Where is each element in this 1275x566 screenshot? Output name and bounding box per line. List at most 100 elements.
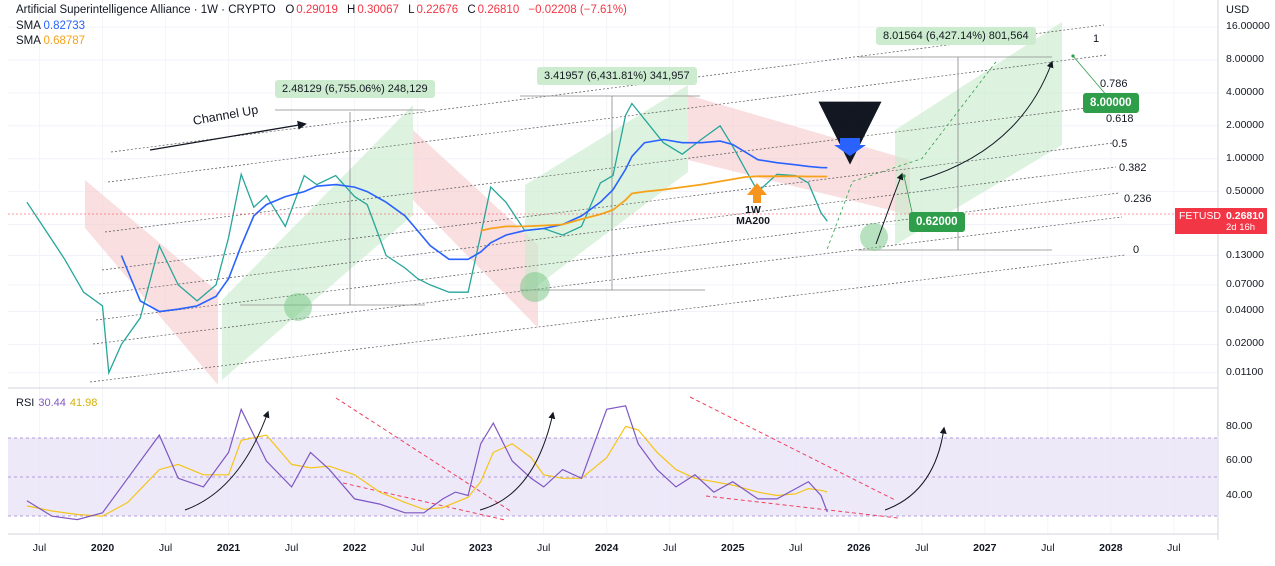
last-price-symbol: FETUSD [1179,210,1221,222]
fib-level-0236: 0.236 [1124,193,1152,205]
price-tick-8: 0.07000 [1226,277,1264,290]
time-tick-11: 2025 [721,542,745,554]
fib-line-5 [104,104,1111,233]
time-tick-4: Jul [284,542,299,554]
fib-level-05: 0.5 [1112,138,1128,150]
target-high-leader [1071,54,1109,98]
sma50-series [120,138,828,313]
fib-line-0 [89,254,1126,383]
price-series [26,102,828,376]
last-price-value: 0.26810 [1226,210,1264,222]
measure3-label[interactable]: 8.01564 (6,427.14%) 801,564 [876,27,1036,45]
time-tick-14: Jul [915,542,929,554]
high-value: 0.30067 [357,4,399,16]
sma2-value: 0.68787 [43,35,86,47]
fib-level-0: 0 [1133,244,1140,256]
target-high-badge[interactable]: 8.00000 [1083,93,1139,113]
rsi-tick-0: 80.00 [1226,419,1253,432]
fib-level-0786: 0.786 [1100,78,1128,90]
rsi-ma-value: 41.98 [69,397,98,409]
price-tick-10: 0.02000 [1226,337,1264,350]
fib-level-0382: 0.382 [1119,162,1147,174]
time-tick-17: 2028 [1099,542,1123,554]
time-tick-1: 2020 [90,542,115,554]
time-tick-13: 2026 [847,542,871,554]
time-tick-7: 2023 [468,542,493,554]
bar-countdown: 2d 16h [1226,222,1256,233]
price-tick-1: 8.00000 [1226,53,1264,65]
bear-channel-2 [413,130,538,328]
rsi-arrow-1 [184,410,270,511]
bottom-circle-3 [860,223,888,251]
time-tick-3: 2021 [216,542,241,554]
projection-arrow-1 [875,172,904,245]
sma1-value: 0.82733 [43,20,86,32]
measure2-label[interactable]: 3.41957 (6,431.81%) 341,957 [537,67,697,85]
rsi-value: 30.44 [38,397,66,409]
ma50-note: 1W MA50 [837,106,866,129]
time-tick-9: 2024 [595,542,619,554]
sma200-series [480,175,828,232]
fib-level-0618: 0.618 [1106,113,1134,125]
price-tick-7: 0.13000 [1226,248,1264,261]
bottom-circle-2 [520,272,550,302]
currency-label[interactable]: USD [1226,4,1250,16]
rsi-trendlines [335,396,899,521]
price-tick-11: 0.01100 [1226,365,1264,378]
rsi-trend-2-bottom [705,495,899,519]
rsi-arrow-2 [479,411,556,511]
sma2-legend[interactable]: SMA 0.68787 [16,35,86,47]
rsi-legend[interactable]: RSI 30.44 41.98 [16,397,98,409]
time-tick-18: Jul [1167,542,1181,554]
ma50-arrow-head [834,138,866,156]
measure1-label[interactable]: 2.48129 (6,755.06%) 248,129 [275,80,435,98]
time-tick-15: 2027 [973,542,997,554]
time-tick-16: Jul [1041,542,1055,554]
price-tick-5: 0.50000 [1226,184,1264,197]
bear-channel-1 [85,180,218,385]
time-tick-5: 2022 [342,542,367,554]
price-tick-2: 4.00000 [1226,85,1264,98]
bottom-circle-1 [284,293,312,321]
fib-line-3 [98,166,1117,295]
open-value: 0.29019 [296,4,338,16]
rsi-arrow-3 [884,426,947,511]
target-mid-leader [902,174,913,213]
time-tick-10: Jul [663,542,677,554]
rsi-tick-1: 60.00 [1226,454,1253,466]
fib-channel-lines [89,24,1126,383]
bull-channel-2 [525,85,688,295]
bull-channel-1 [222,105,413,380]
symbol-title: Artificial Superintelligence Alliance · … [16,4,276,16]
bear-channel-3 [688,95,910,215]
price-tick-4: 1.00000 [1226,151,1264,164]
ma200-note: 1W MA200 [736,204,770,227]
ma200-arrow-icon [747,183,767,203]
last-price-badge: FETUSD 0.26810 2d 16h [1175,208,1267,234]
fib-line-7 [110,24,1105,153]
projection-path [826,59,998,249]
time-tick-2: Jul [158,542,173,554]
symbol-header: Artificial Superintelligence Alliance · … [16,4,627,16]
rsi-trend-2-top [689,396,896,501]
rsi-tick-2: 40.00 [1226,488,1253,501]
projection-arrow-2 [919,60,1054,181]
change-value: −0.02208 (−7.61%) [528,4,627,16]
price-tick-9: 0.04000 [1226,304,1264,317]
time-tick-6: Jul [410,542,425,554]
price-tick-0: 16.00000 [1226,20,1270,33]
target-mid-badge[interactable]: 0.62000 [909,212,965,232]
fib-line-4 [101,142,1114,271]
sma1-legend[interactable]: SMA 0.82733 [16,20,86,32]
channel-up-arrow [149,120,307,151]
time-tick-0: Jul [32,542,47,554]
fib-line-1 [92,216,1123,345]
time-tick-8: Jul [536,542,551,554]
price-tick-3: 2.00000 [1226,118,1264,131]
fib-level-1: 1 [1093,33,1100,45]
low-value: 0.22676 [416,4,459,16]
close-value: 0.26810 [477,4,520,16]
rsi-series [26,405,828,521]
time-tick-12: Jul [789,542,803,554]
